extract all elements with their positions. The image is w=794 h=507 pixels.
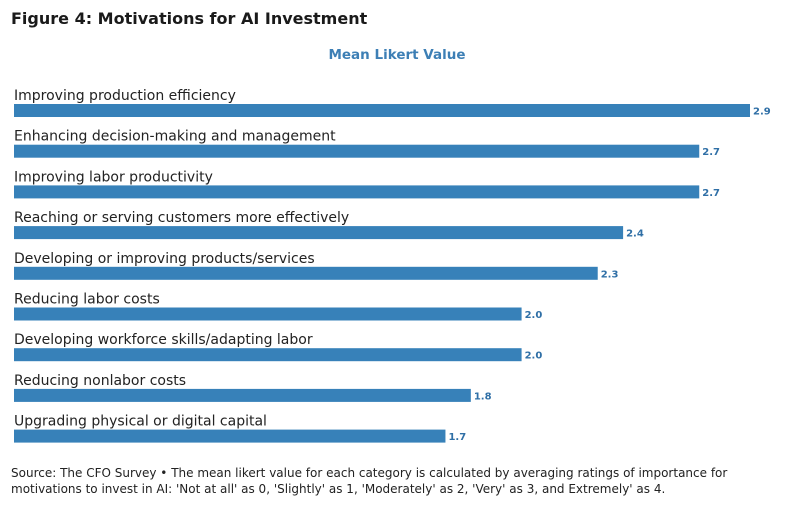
value-label-reducing-nonlabor-costs: 1.8 <box>474 391 492 402</box>
value-label-developing-workforce-skills-adapting-labor: 2.0 <box>525 351 543 362</box>
bar-developing-workforce-skills-adapting-labor <box>14 348 522 362</box>
bar-enhancing-decision-making-and-management <box>14 144 700 158</box>
category-label-improving-production-efficiency: Improving production efficiency <box>14 88 236 104</box>
value-label-upgrading-physical-or-digital-capital: 1.7 <box>448 432 466 443</box>
chart-title: Mean Likert Value <box>328 47 466 63</box>
bar-chart: Improving production efficiency 2.9 Enhanc… <box>14 88 771 443</box>
bar-reducing-nonlabor-costs <box>14 388 471 402</box>
category-label-reducing-nonlabor-costs: Reducing nonlabor costs <box>14 373 186 389</box>
category-label-improving-labor-productivity: Improving labor productivity <box>14 169 213 185</box>
category-label-upgrading-physical-or-digital-capital: Upgrading physical or digital capital <box>14 414 267 430</box>
value-label-enhancing-decision-making-and-management: 2.7 <box>702 147 720 158</box>
bar-improving-production-efficiency <box>14 104 750 117</box>
value-label-reaching-or-serving-customers-more-effectively: 2.4 <box>626 229 644 240</box>
category-label-developing-workforce-skills-adapting-labor: Developing workforce skills/adapting lab… <box>14 332 313 348</box>
value-label-reducing-labor-costs: 2.0 <box>525 310 543 321</box>
bar-improving-labor-productivity <box>14 185 700 199</box>
bar-upgrading-physical-or-digital-capital <box>14 429 446 443</box>
value-label-developing-or-improving-products-services: 2.3 <box>601 269 619 280</box>
figure-title: Figure 4: Motivations for AI Investment <box>11 9 368 28</box>
bar-reducing-labor-costs <box>14 307 522 321</box>
category-label-reaching-or-serving-customers-more-effectively: Reaching or serving customers more effec… <box>14 210 349 226</box>
bar-developing-or-improving-products-services <box>14 266 598 280</box>
value-label-improving-production-efficiency: 2.9 <box>753 107 771 118</box>
category-label-enhancing-decision-making-and-management: Enhancing decision-making and management <box>14 129 336 145</box>
bar-reaching-or-serving-customers-more-effectively <box>14 226 624 240</box>
value-label-improving-labor-productivity: 2.7 <box>702 188 720 199</box>
category-label-reducing-labor-costs: Reducing labor costs <box>14 292 160 308</box>
category-label-developing-or-improving-products-services: Developing or improving products/service… <box>14 251 315 267</box>
source-note: Source: The CFO Survey • The mean likert… <box>11 466 728 496</box>
